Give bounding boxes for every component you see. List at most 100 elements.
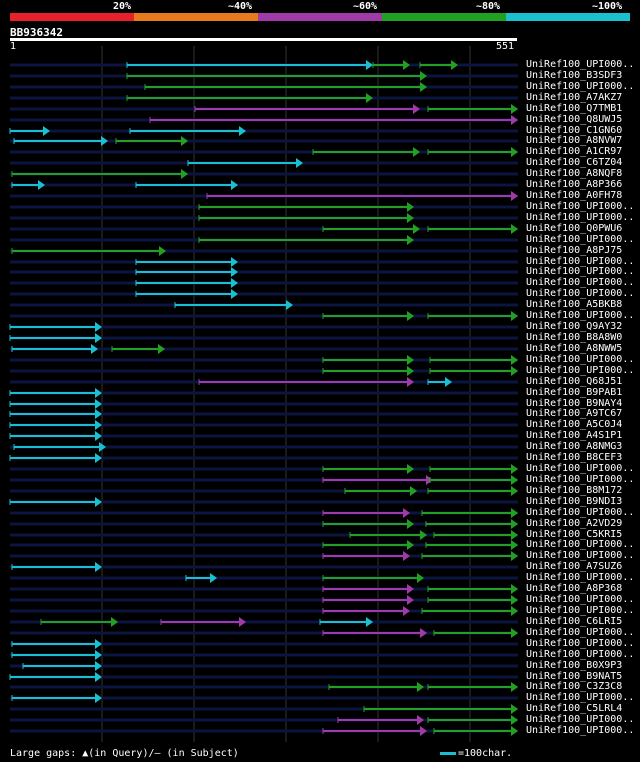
hit-segment[interactable] (429, 464, 518, 474)
hit-label[interactable]: UniRef100_UPI000.. (526, 354, 635, 365)
hit-label[interactable]: UniRef100_UPI000.. (526, 463, 635, 474)
hit-segment[interactable] (126, 60, 373, 70)
hit-label[interactable]: UniRef100_UPI000.. (526, 692, 635, 703)
hit-label[interactable]: UniRef100_UPI000.. (526, 550, 635, 561)
hit-segment[interactable] (427, 595, 518, 605)
hit-segment[interactable] (322, 595, 414, 605)
hit-segment[interactable] (322, 584, 414, 594)
hit-segment[interactable] (9, 126, 50, 136)
hit-label[interactable]: UniRef100_UPI000.. (526, 638, 635, 649)
hit-segment[interactable] (349, 530, 427, 540)
hit-segment[interactable] (337, 715, 424, 725)
hit-label[interactable]: UniRef100_A0FH78 (526, 190, 623, 201)
hit-label[interactable]: UniRef100_UPI000.. (526, 605, 635, 616)
hit-segment[interactable] (9, 333, 102, 343)
hit-label[interactable]: UniRef100_A8PJ75 (526, 245, 623, 256)
hit-segment[interactable] (187, 158, 303, 168)
hit-segment[interactable] (322, 508, 410, 518)
hit-label[interactable]: UniRef100_UPI000.. (526, 649, 635, 660)
hit-segment[interactable] (135, 267, 238, 277)
hit-segment[interactable] (429, 355, 518, 365)
hit-segment[interactable] (427, 147, 518, 157)
hit-label[interactable]: UniRef100_UPI000.. (526, 266, 635, 277)
hit-segment[interactable] (11, 562, 102, 572)
hit-segment[interactable] (421, 606, 518, 616)
hit-segment[interactable] (328, 682, 424, 692)
hit-segment[interactable] (419, 60, 458, 70)
hit-label[interactable]: UniRef100_UPI000.. (526, 59, 635, 70)
hit-segment[interactable] (322, 540, 414, 550)
hit-segment[interactable] (9, 497, 102, 507)
hit-segment[interactable] (111, 344, 165, 354)
hit-segment[interactable] (429, 366, 518, 376)
hit-segment[interactable] (425, 540, 518, 550)
hit-segment[interactable] (13, 136, 108, 146)
hit-segment[interactable] (13, 442, 106, 452)
hit-segment[interactable] (126, 71, 427, 81)
hit-segment[interactable] (198, 235, 414, 245)
hit-segment[interactable] (135, 257, 238, 267)
hit-segment[interactable] (9, 409, 102, 419)
hit-segment[interactable] (11, 246, 166, 256)
hit-segment[interactable] (427, 682, 518, 692)
hit-label[interactable]: UniRef100_Q7TMB1 (526, 103, 623, 114)
hit-segment[interactable] (198, 377, 414, 387)
hit-segment[interactable] (312, 147, 420, 157)
hit-segment[interactable] (372, 60, 410, 70)
hit-label[interactable]: UniRef100_A8NWW5 (526, 343, 623, 354)
hit-segment[interactable] (129, 126, 246, 136)
hit-segment[interactable] (322, 606, 410, 616)
hit-segment[interactable] (427, 311, 518, 321)
hit-segment[interactable] (9, 672, 102, 682)
hit-label[interactable]: UniRef100_UPI000.. (526, 572, 635, 583)
hit-segment[interactable] (433, 628, 518, 638)
hit-label[interactable]: UniRef100_A7AKZ7 (526, 92, 623, 103)
hit-label[interactable]: UniRef100_A2VD29 (526, 518, 623, 529)
hit-segment[interactable] (185, 573, 217, 583)
hit-label[interactable]: UniRef100_UPI000.. (526, 277, 635, 288)
hit-label[interactable]: UniRef100_UPI000.. (526, 725, 635, 736)
hit-segment[interactable] (421, 508, 518, 518)
hit-segment[interactable] (198, 213, 414, 223)
hit-label[interactable]: UniRef100_B9NAT5 (526, 671, 623, 682)
hit-segment[interactable] (427, 224, 518, 234)
hit-segment[interactable] (425, 519, 518, 529)
hit-label[interactable]: UniRef100_A8NMG3 (526, 441, 623, 452)
hit-segment[interactable] (126, 93, 373, 103)
hit-segment[interactable] (433, 726, 518, 736)
hit-segment[interactable] (11, 639, 102, 649)
hit-label[interactable]: UniRef100_C6LRI5 (526, 616, 623, 627)
hit-label[interactable]: UniRef100_UPI000.. (526, 256, 635, 267)
hit-label[interactable]: UniRef100_B9NAY4 (526, 398, 623, 409)
hit-segment[interactable] (11, 650, 102, 660)
hit-segment[interactable] (9, 388, 102, 398)
hit-segment[interactable] (135, 289, 238, 299)
hit-segment[interactable] (174, 300, 293, 310)
hit-label[interactable]: UniRef100_C3Z3C8 (526, 681, 623, 692)
hit-segment[interactable] (160, 617, 246, 627)
hit-segment[interactable] (135, 278, 238, 288)
hit-label[interactable]: UniRef100_UPI000.. (526, 288, 635, 299)
hit-segment[interactable] (344, 486, 417, 496)
hit-label[interactable]: UniRef100_UPI000.. (526, 81, 635, 92)
hit-segment[interactable] (149, 115, 518, 125)
hit-segment[interactable] (9, 431, 102, 441)
hit-segment[interactable] (322, 551, 410, 561)
hit-segment[interactable] (194, 104, 420, 114)
hit-segment[interactable] (322, 355, 414, 365)
hit-label[interactable]: UniRef100_UPI000.. (526, 539, 635, 550)
hit-label[interactable]: UniRef100_UPI000.. (526, 507, 635, 518)
hit-segment[interactable] (322, 475, 433, 485)
hit-segment[interactable] (11, 693, 102, 703)
hit-segment[interactable] (427, 377, 452, 387)
hit-segment[interactable] (9, 420, 102, 430)
hit-label[interactable]: UniRef100_UPI000.. (526, 714, 635, 725)
hit-label[interactable]: UniRef100_B3SDF3 (526, 70, 623, 81)
hit-label[interactable]: UniRef100_C5LRL4 (526, 703, 623, 714)
hit-label[interactable]: UniRef100_B9NDI3 (526, 496, 623, 507)
hit-segment[interactable] (198, 202, 414, 212)
hit-label[interactable]: UniRef100_UPI000.. (526, 212, 635, 223)
hit-label[interactable]: UniRef100_A9TC67 (526, 408, 623, 419)
hit-segment[interactable] (9, 399, 102, 409)
hit-label[interactable]: UniRef100_A4S1P1 (526, 430, 623, 441)
